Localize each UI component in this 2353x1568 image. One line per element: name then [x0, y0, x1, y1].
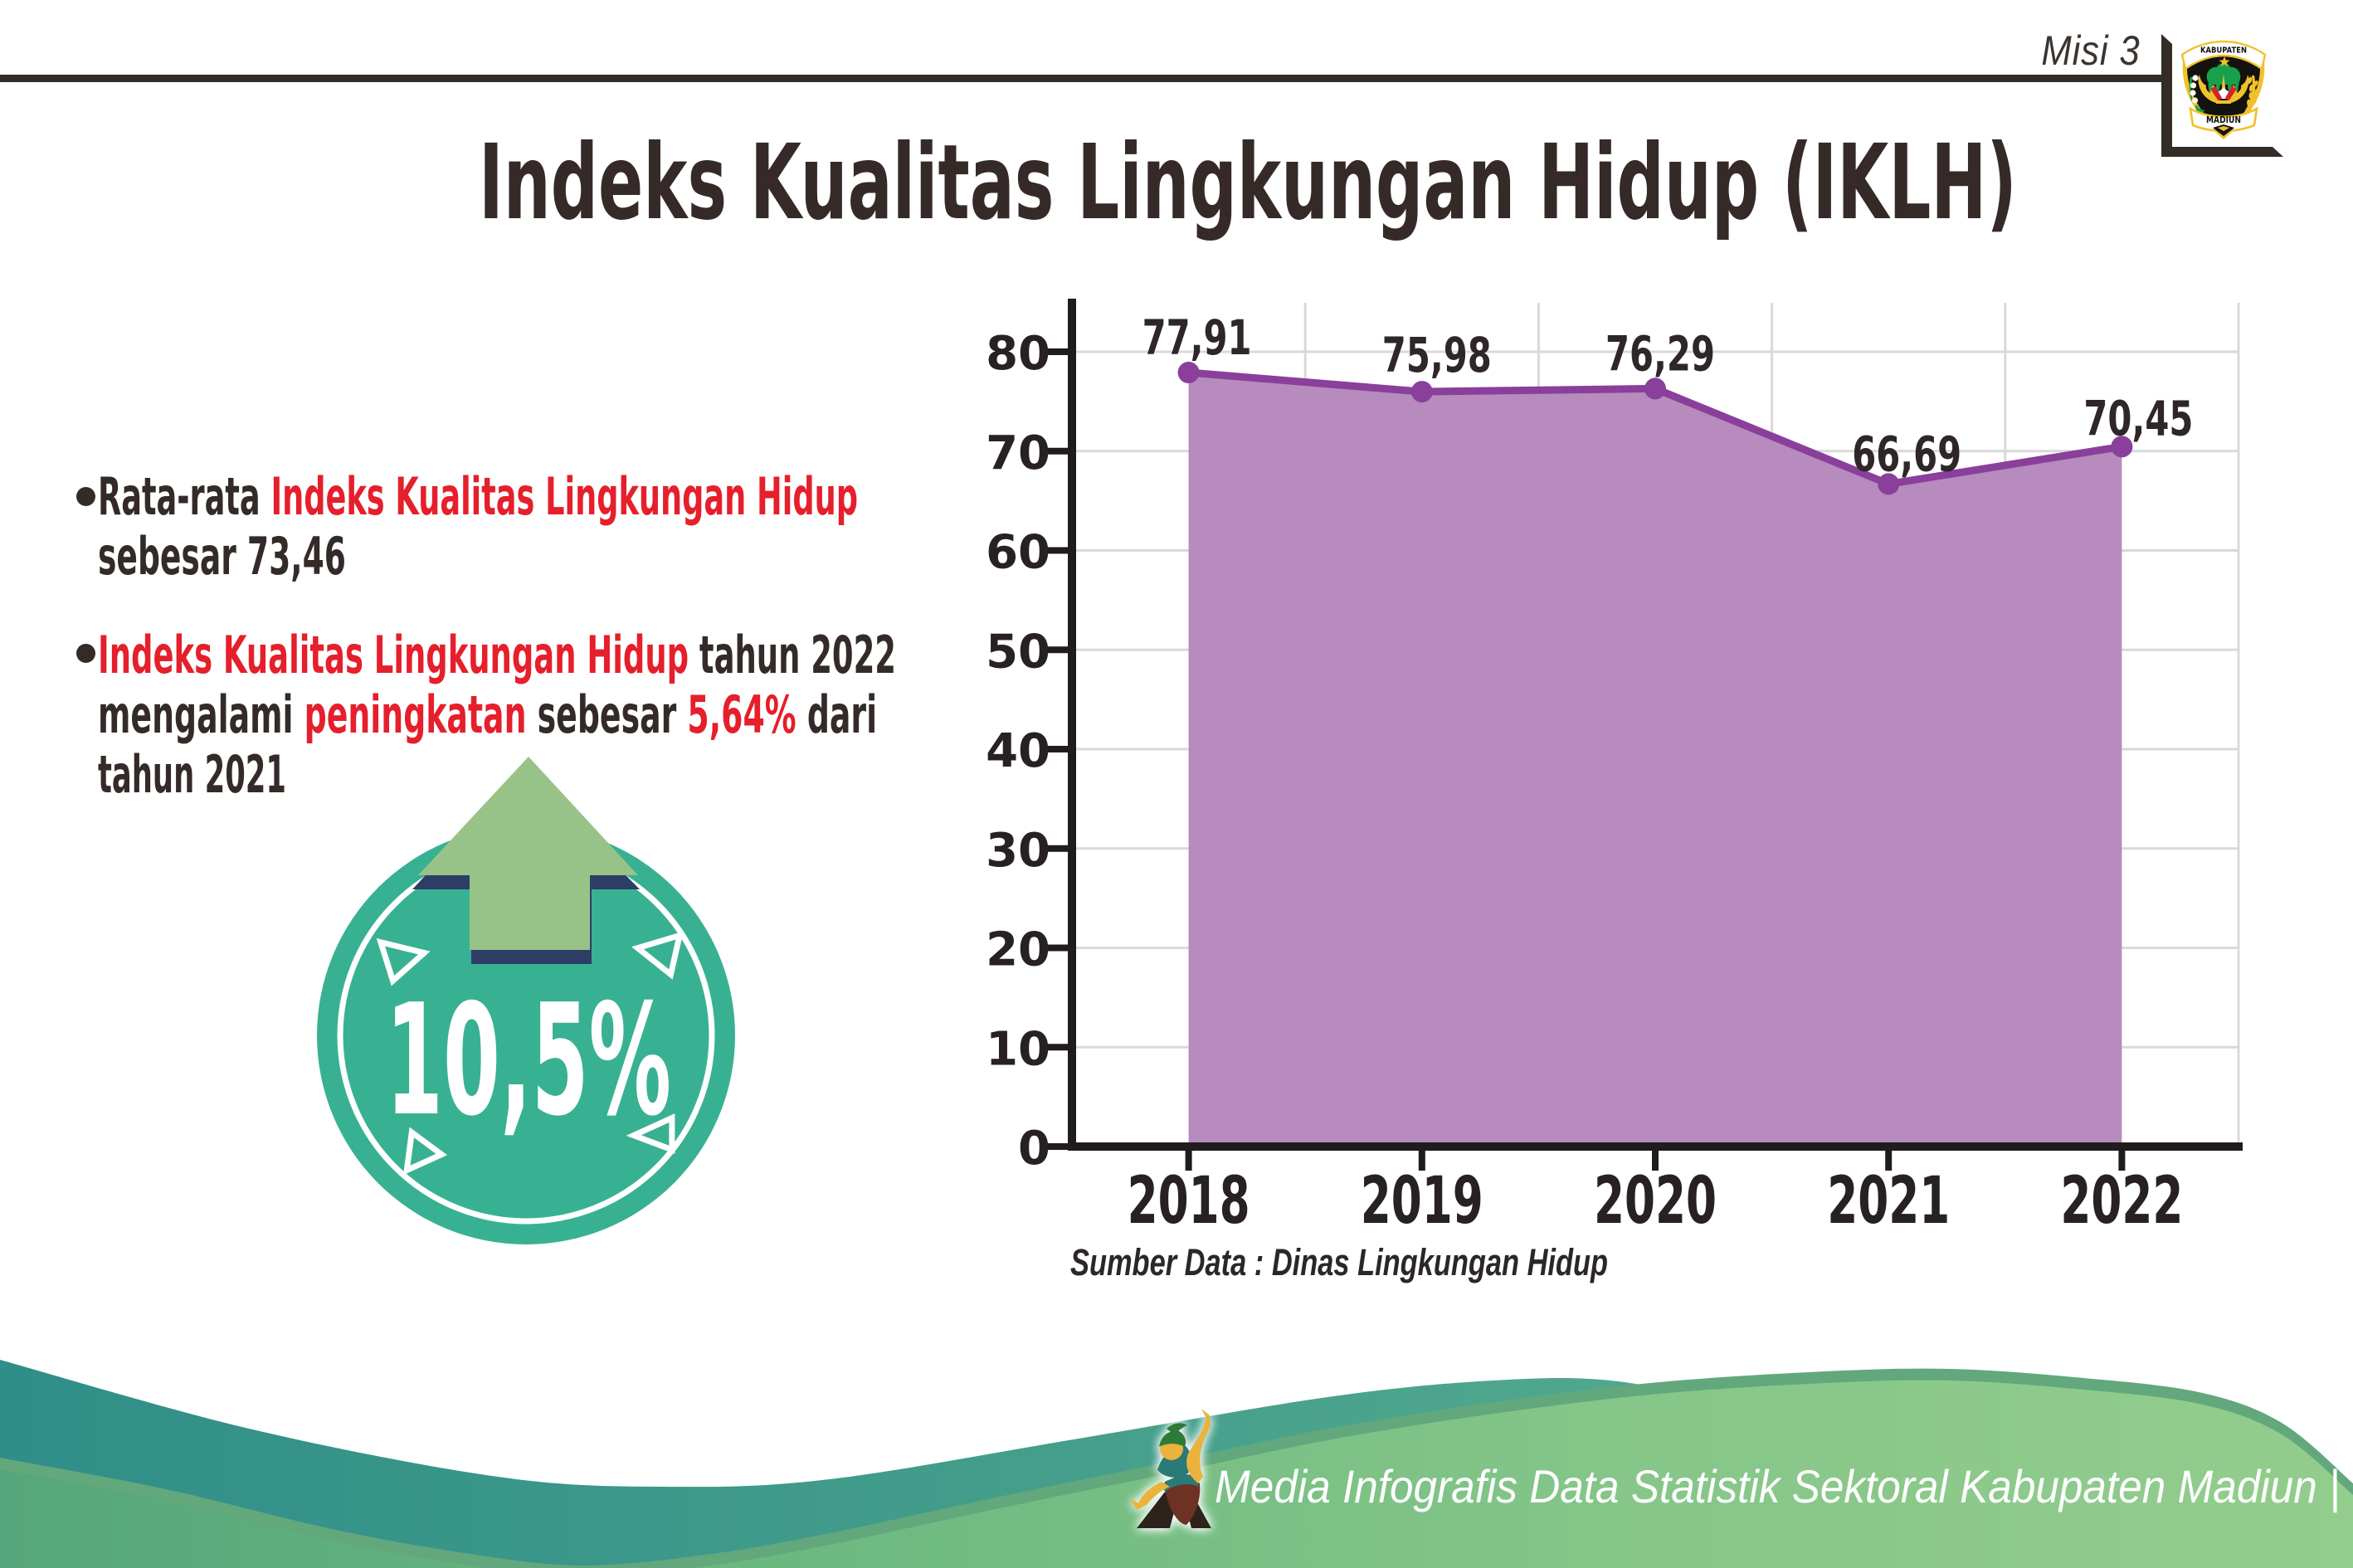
- crest-wings-icon: [2198, 75, 2249, 104]
- source-note: Sumber Data : Dinas Lingkungan Hidup: [1070, 1241, 1609, 1283]
- y-axis-tick: [1046, 447, 1068, 455]
- page-title: Indeks Kualitas Lingkungan Hidup (IKLH): [479, 123, 2017, 243]
- x-axis-tick: [2118, 1151, 2126, 1171]
- y-axis-tick: [1046, 1143, 1068, 1150]
- bullet-line: sebesar 73,46: [98, 526, 346, 587]
- up-arrow-icon: [412, 757, 640, 964]
- value-label: 70,45: [2083, 390, 2193, 446]
- y-axis-label: 40: [986, 724, 1050, 778]
- area-fill: [1188, 373, 2122, 1144]
- x-axis-label: 2018: [1128, 1164, 1250, 1239]
- y-axis-label: 30: [986, 824, 1050, 878]
- x-axis-tick: [1418, 1151, 1425, 1171]
- crest-rice-icon: [2245, 75, 2259, 112]
- crest-top-banner: [2180, 40, 2267, 71]
- x-axis-tick: [1185, 1151, 1192, 1171]
- footer-caption: Media Infografis Data Statistik Sektoral…: [1215, 1460, 2341, 1512]
- dancer-logo-icon: [1130, 1409, 1211, 1528]
- x-axis: [1068, 1142, 2243, 1151]
- crest-red-wings-icon: [2210, 86, 2237, 101]
- logo-bracket-horizontal: [2161, 147, 2283, 157]
- y-axis-label: 20: [986, 923, 1050, 977]
- crest-base-bar: [2216, 100, 2231, 104]
- y-axis-tick: [1046, 547, 1068, 554]
- data-point-marker: [2111, 436, 2133, 458]
- data-point-marker: [1878, 473, 1900, 495]
- x-axis-tick: [1885, 1151, 1893, 1171]
- crest-cotton-icon: [2189, 75, 2205, 114]
- value-label: 76,29: [1605, 325, 1715, 382]
- x-axis-label: 2019: [1361, 1164, 1483, 1239]
- y-axis-label: 70: [986, 426, 1050, 480]
- y-axis-tick: [1046, 746, 1068, 752]
- kabupaten-madiun-crest: KABUPATEN MADIUN: [2180, 40, 2267, 139]
- crest-top-banner-text: KABUPATEN: [2200, 46, 2247, 56]
- x-axis-label: 2021: [1827, 1164, 1950, 1239]
- key-findings: Rata-rata Indeks Kualitas Lingkungan Hid…: [98, 467, 1438, 805]
- data-point-marker: [1644, 377, 1666, 400]
- x-axis-label: 2022: [2060, 1164, 2183, 1239]
- footer-wave: [0, 1360, 2353, 1568]
- bullet-line: Indeks Kualitas Lingkungan Hidup tahun 2…: [98, 625, 896, 685]
- mission-label: Misi 3: [2041, 27, 2141, 74]
- bullet-line: Rata-rata Indeks Kualitas Lingkungan Hid…: [98, 466, 858, 527]
- x-axis-label: 2020: [1594, 1164, 1717, 1239]
- y-axis-label: 50: [986, 625, 1050, 679]
- y-axis-tick: [1046, 348, 1068, 355]
- bullet-line: mengalami peningkatan sebesar 5,64% dari: [98, 684, 878, 745]
- increase-percentage: 10,5%: [386, 971, 671, 1150]
- area-chart: 0 10 20 30 40 50 60 70 80 2018 2019 2020 2021 2022 77,…: [986, 299, 2243, 1239]
- header-rule: [0, 75, 2171, 82]
- y-axis: [1068, 299, 1076, 1151]
- crest-bottom-banner: [2189, 106, 2258, 132]
- y-axis-tick: [1046, 1044, 1068, 1051]
- crest-star-icon: [2219, 56, 2230, 67]
- y-axis-label: 0: [1018, 1122, 1050, 1176]
- value-label: 77,91: [1142, 309, 1252, 366]
- bullet-dot: [76, 644, 95, 663]
- x-axis-tick: [1652, 1151, 1659, 1171]
- logo-bracket-vertical: [2161, 34, 2172, 157]
- value-label: 66,69: [1852, 426, 1961, 482]
- increase-badge: 10,5%: [317, 757, 735, 1244]
- y-axis-label: 60: [986, 526, 1050, 580]
- bullet-dot: [76, 487, 95, 506]
- value-label: 75,98: [1382, 327, 1492, 383]
- crest-bottom-banner-text: MADIUN: [2206, 115, 2241, 125]
- data-point-marker: [1177, 362, 1200, 384]
- y-axis-tick: [1046, 944, 1068, 952]
- y-axis-tick: [1046, 646, 1068, 654]
- y-axis-label: 80: [986, 327, 1050, 381]
- bullet-line: tahun 2021: [98, 744, 287, 805]
- data-point-marker: [1410, 381, 1433, 403]
- crest-tip-ornament: [2218, 126, 2229, 131]
- y-axis-tick: [1046, 845, 1068, 852]
- y-axis-label: 10: [986, 1022, 1050, 1076]
- badge-spark-triangles: [376, 931, 684, 1176]
